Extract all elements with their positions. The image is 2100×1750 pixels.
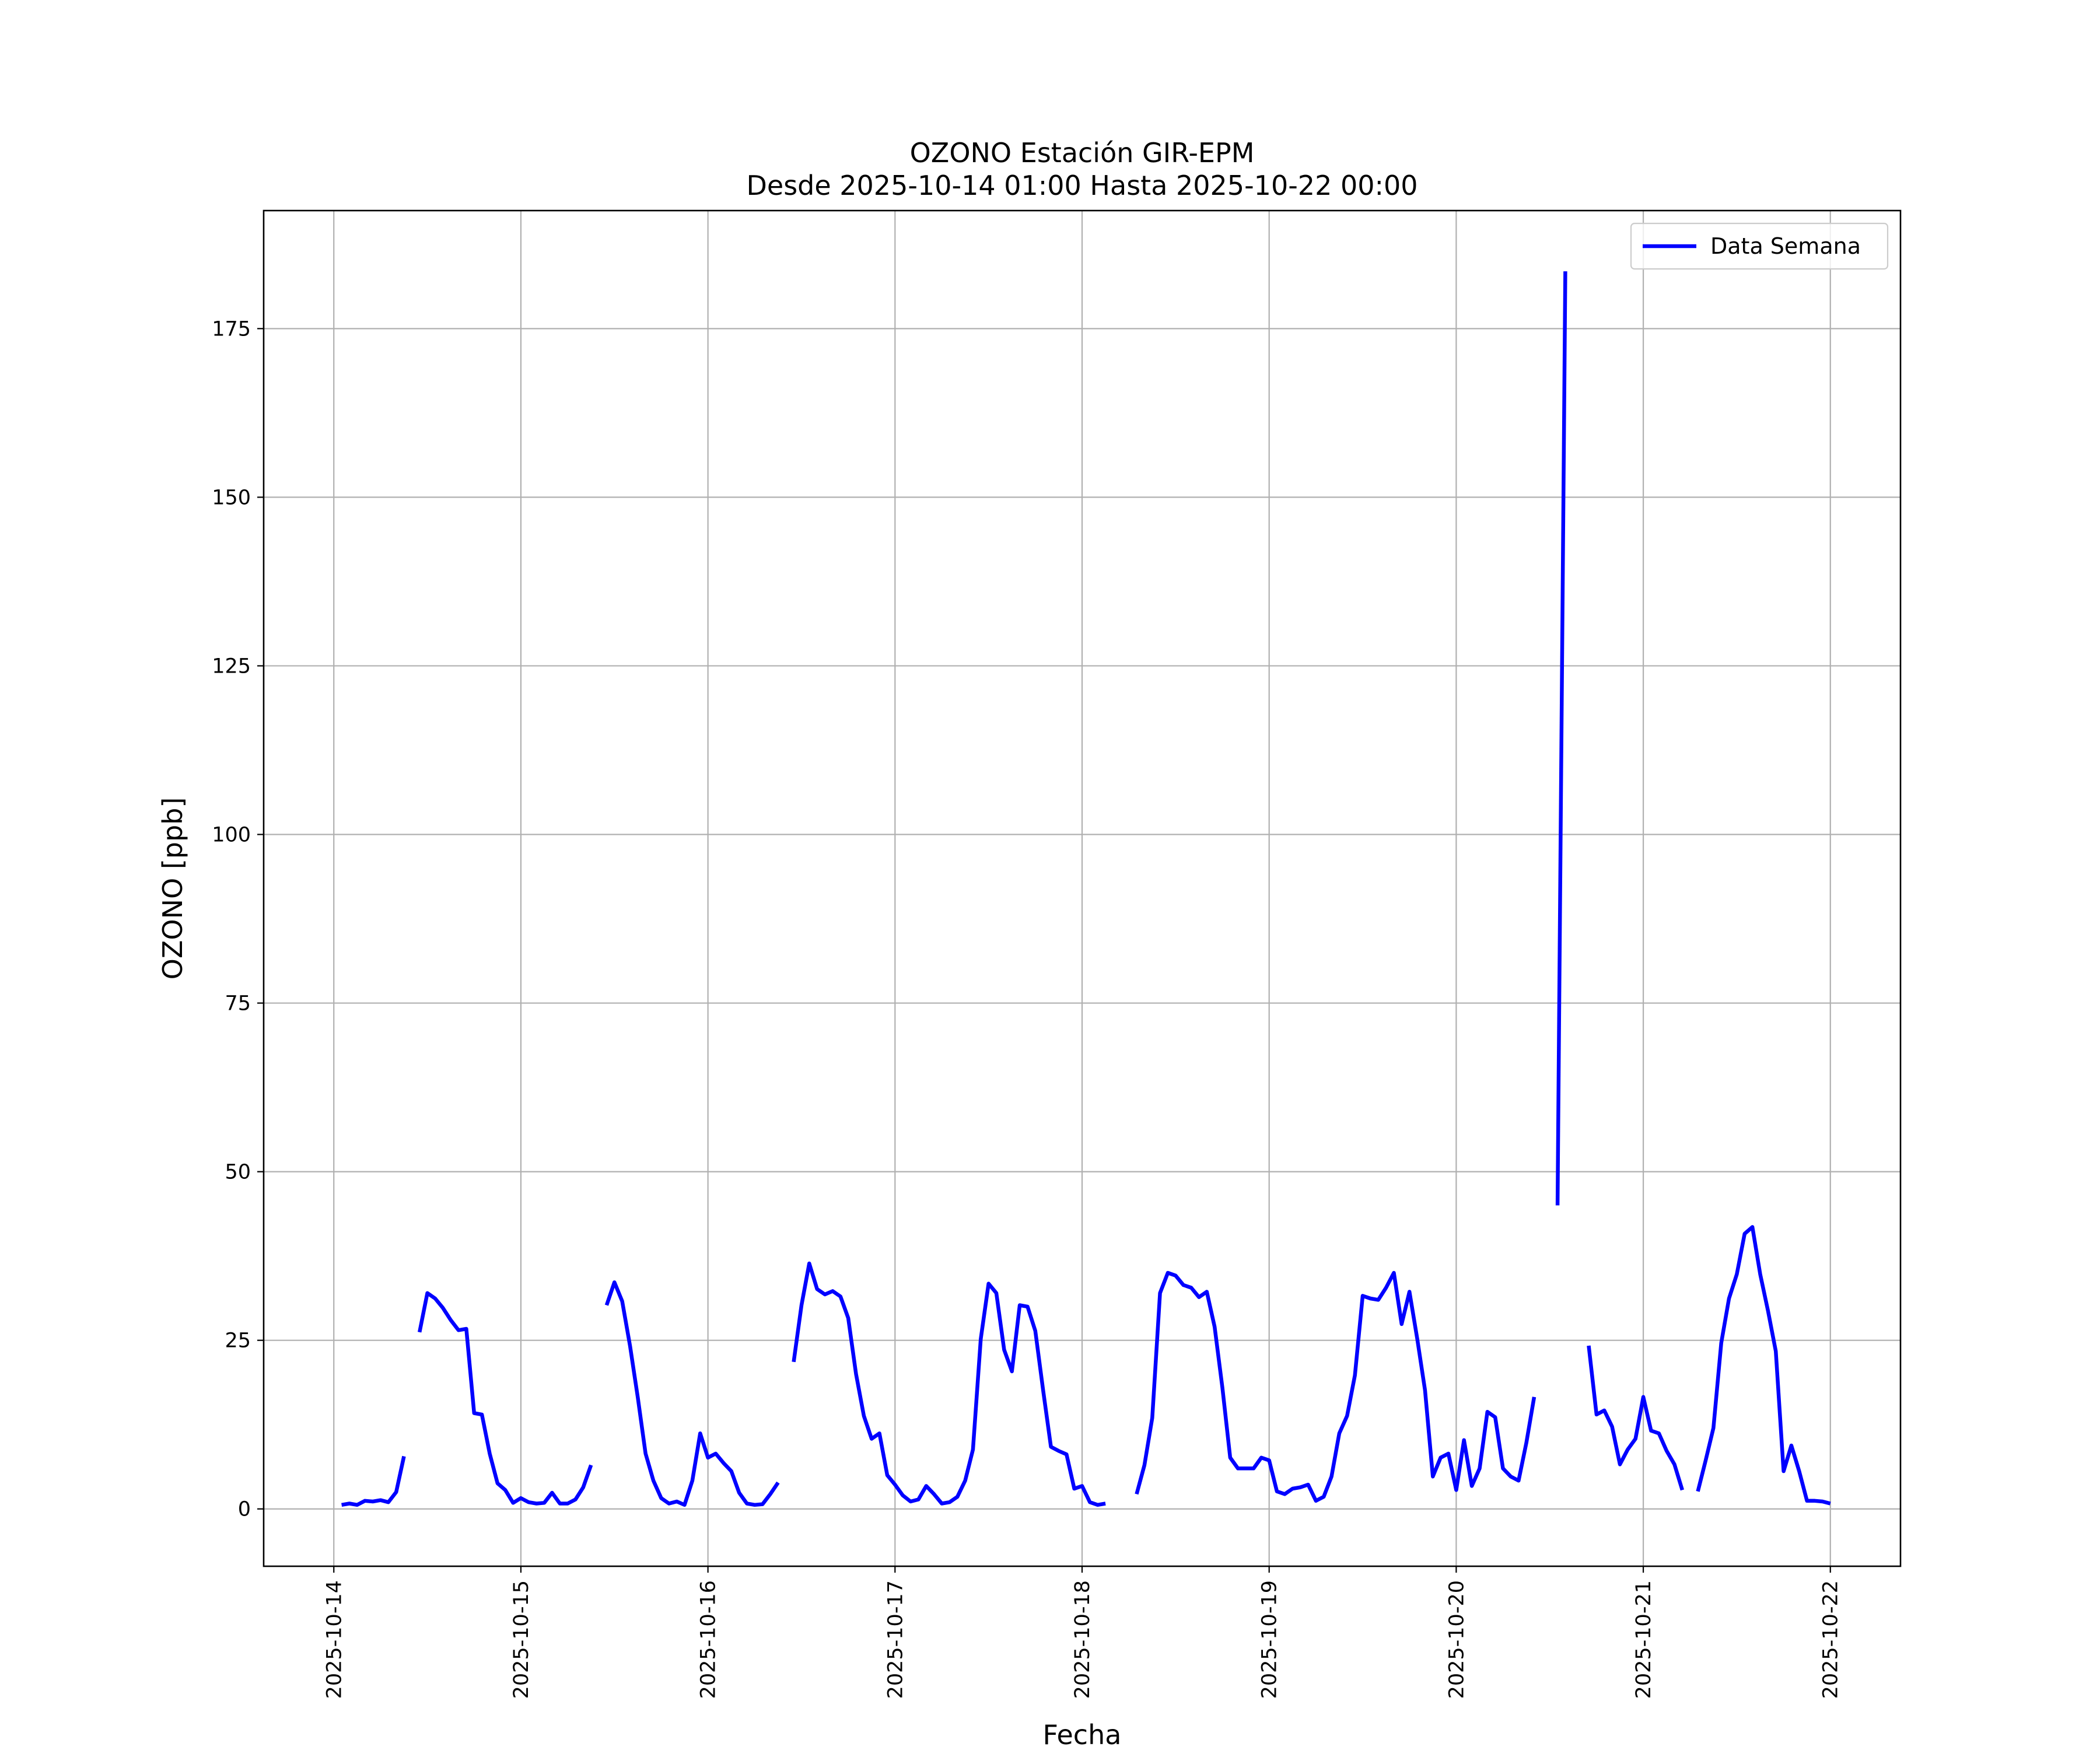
legend-box: [1630, 222, 1889, 270]
series-line-segment-1: [418, 1291, 593, 1506]
x-tick-label: 2025-10-17: [884, 1580, 907, 1699]
y-tick-label: 100: [212, 824, 251, 847]
series-line-segment-5: [1555, 271, 1567, 1206]
grid: [264, 211, 1901, 1566]
x-axis-label: Fecha: [1043, 1719, 1122, 1750]
y-tick-label: 0: [238, 1498, 251, 1521]
series-line-segment-4: [1135, 1270, 1536, 1503]
y-tick-label: 150: [212, 486, 251, 509]
y-tick-label: 125: [212, 654, 251, 678]
series-lines: [341, 271, 1831, 1507]
x-tick-label: 2025-10-19: [1258, 1580, 1282, 1699]
x-tick-label: 2025-10-20: [1445, 1580, 1468, 1699]
x-tick-label: 2025-10-21: [1632, 1580, 1656, 1699]
y-tick-label: 50: [225, 1161, 251, 1184]
chart-subtitle: Desde 2025-10-14 01:00 Hasta 2025-10-22 …: [746, 170, 1418, 201]
legend-entry-data-semana: Data Semana: [1710, 233, 1861, 259]
x-tick-label: 2025-10-14: [323, 1580, 346, 1699]
y-axis-label: OZONO [ppb]: [157, 797, 188, 980]
legend: Data Semana: [1630, 222, 1889, 270]
x-tick-label: 2025-10-22: [1819, 1580, 1843, 1699]
y-tick-label: 25: [225, 1329, 251, 1353]
series-line-segment-2: [604, 1280, 780, 1507]
axis-ticks: 0 25 50 75 100 125 150 175 2025-10-14 2025-10-15 2…: [212, 317, 1843, 1699]
y-tick-label: 175: [212, 317, 251, 341]
series-line-segment-7: [1696, 1225, 1831, 1506]
series-line-segment-6: [1587, 1345, 1685, 1491]
series-line-segment-3: [792, 1261, 1106, 1507]
x-tick-label: 2025-10-15: [510, 1580, 533, 1699]
y-tick-label: 75: [225, 992, 251, 1016]
x-tick-label: 2025-10-18: [1071, 1580, 1094, 1699]
x-tick-label: 2025-10-16: [697, 1580, 720, 1699]
series-line-segment-0: [341, 1455, 406, 1507]
chart-title: OZONO Estación GIR-EPM: [910, 137, 1255, 169]
